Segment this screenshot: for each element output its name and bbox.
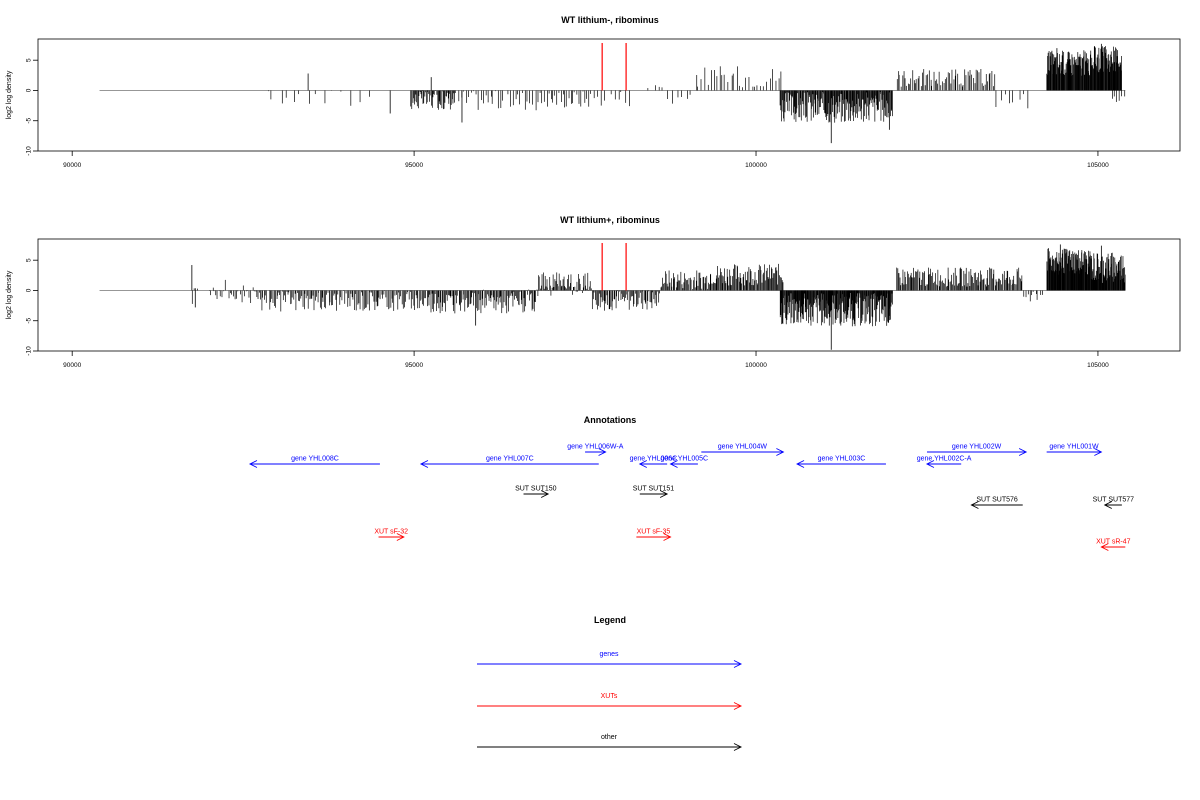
annotation-feature: SUT SUT151 <box>633 486 675 498</box>
annotation-label: XUT sF-35 <box>637 529 671 536</box>
annotation-label: SUT SUT576 <box>976 497 1018 504</box>
annotation-arrow-head <box>598 448 607 456</box>
legend-title: Legend <box>594 615 626 625</box>
annotation-label: gene YHL002W <box>952 444 1002 451</box>
annotation-feature: XUT sF-35 <box>636 529 672 541</box>
annotation-feature: gene YHL006C <box>630 456 678 468</box>
legend-entry: XUTs <box>477 693 743 710</box>
annotation-feature: gene YHL006W-A <box>567 444 624 456</box>
y-tick-label: -5 <box>26 317 33 323</box>
annotation-label: gene YHL006W-A <box>567 444 623 451</box>
x-tick-label: 100000 <box>745 362 767 369</box>
annotation-label: SUT SUT150 <box>515 486 557 493</box>
y-tick-label: 5 <box>26 258 33 262</box>
x-tick-label: 90000 <box>63 162 81 169</box>
y-tick-label: -5 <box>26 117 33 123</box>
annotation-arrow-head <box>776 448 785 456</box>
panel-2-axes: 90000 95000 100000 105000 -10 -5 0 5 <box>26 258 1110 369</box>
legend-label: XUTs <box>601 693 618 700</box>
annotation-label: SUT SUT577 <box>1093 497 1135 504</box>
y-tick-label: -10 <box>26 146 33 156</box>
x-tick-label: 95000 <box>405 362 423 369</box>
x-tick-label: 90000 <box>63 362 81 369</box>
annotation-arrow-head <box>419 460 429 468</box>
annotation-arrow-head <box>248 460 258 468</box>
annotation-arrow-head <box>1103 501 1112 509</box>
legend: Legend genes XUTs other <box>477 615 743 751</box>
panel-2-title: WT lithium+, ribominus <box>560 215 660 225</box>
annotation-arrow-head <box>540 490 550 498</box>
panel-lithium-minus: WT lithium-, ribominus 90000 95000 100000 1… <box>6 15 1181 169</box>
x-tick-label: 100000 <box>745 162 767 169</box>
annotation-label: gene YHL007C <box>486 456 534 463</box>
annotation-arrow-head <box>925 460 935 468</box>
y-tick-label: 5 <box>26 58 33 62</box>
annotation-arrow-head <box>669 460 678 468</box>
annotation-arrow-head <box>796 460 805 468</box>
legend-entry: other <box>477 734 743 751</box>
panel-2-frame <box>37 238 1181 352</box>
annotation-feature: XUT sF-32 <box>374 529 408 541</box>
annotations-title: Annotations <box>584 415 637 425</box>
panel-2-ylabel: log2 log density <box>6 270 13 319</box>
legend-label: other <box>601 734 618 741</box>
y-tick-label: 0 <box>26 288 33 292</box>
annotation-arrow-head <box>1094 448 1103 456</box>
panel-1-bars <box>99 43 1126 144</box>
x-tick-label: 105000 <box>1087 362 1109 369</box>
annotation-feature: gene YHL001W <box>1046 444 1103 456</box>
legend-label: genes <box>599 651 619 658</box>
annotation-label: gene YHL001W <box>1049 444 1099 451</box>
legend-items: genes XUTs other <box>477 651 743 751</box>
annotation-arrow-head <box>659 490 669 498</box>
annotation-label: gene YHL005C <box>660 456 708 463</box>
annotation-arrow-head <box>663 533 672 541</box>
annotation-feature: gene YHL002C-A <box>917 456 972 468</box>
annotation-label: XUT sR-47 <box>1096 539 1131 546</box>
annotation-feature: gene YHL004W <box>701 444 785 456</box>
legend-entry: genes <box>477 651 743 668</box>
panel-lithium-plus: WT lithium+, ribominus 90000 95000 100000 1… <box>6 215 1181 369</box>
annotation-arrow-head <box>1100 543 1109 551</box>
annotation-feature: gene YHL005C <box>660 456 708 468</box>
panel-1-ylabel: log2 log density <box>6 70 13 119</box>
annotation-label: gene YHL006C <box>630 456 678 463</box>
panel-2-bars <box>99 243 1126 350</box>
x-tick-label: 95000 <box>405 162 423 169</box>
annotation-feature: XUT sR-47 <box>1096 539 1131 551</box>
annotation-label: gene YHL004W <box>718 444 768 451</box>
annotation-label: gene YHL003C <box>818 456 866 463</box>
y-tick-label: 0 <box>26 88 33 92</box>
annotation-label: gene YHL002C-A <box>917 456 972 463</box>
annotation-arrow-head <box>638 460 647 468</box>
panel-1-frame <box>37 38 1181 152</box>
x-tick-label: 105000 <box>1087 162 1109 169</box>
annotation-label: gene YHL008C <box>291 456 339 463</box>
legend-arrow-head <box>733 660 743 668</box>
annotation-feature: gene YHL008C <box>248 456 380 468</box>
annotation-feature: SUT SUT577 <box>1093 497 1135 509</box>
annotation-items: gene YHL008C gene YHL007C gene YHL006W-A ge… <box>248 444 1135 551</box>
annotation-feature: SUT SUT576 <box>970 497 1023 509</box>
y-tick-label: -10 <box>26 346 33 356</box>
annotation-arrow-head <box>1018 448 1028 456</box>
annotation-feature: gene YHL003C <box>796 456 886 468</box>
panel-1-title: WT lithium-, ribominus <box>561 15 659 25</box>
annotation-arrow-head <box>396 533 405 541</box>
annotation-feature: gene YHL002W <box>926 444 1028 456</box>
legend-arrow-head <box>733 702 743 710</box>
annotation-feature: gene YHL007C <box>419 456 599 468</box>
annotation-arrow-head <box>970 501 979 509</box>
legend-arrow-head <box>733 743 743 751</box>
annotation-feature: SUT SUT150 <box>515 486 557 498</box>
annotation-label: XUT sF-32 <box>374 529 408 536</box>
panel-1-axes: 90000 95000 100000 105000 -10 -5 0 5 <box>26 58 1110 169</box>
annotations-track: Annotations gene YHL008C gene YHL007Cgene… <box>248 415 1135 551</box>
annotation-label: SUT SUT151 <box>633 486 675 493</box>
